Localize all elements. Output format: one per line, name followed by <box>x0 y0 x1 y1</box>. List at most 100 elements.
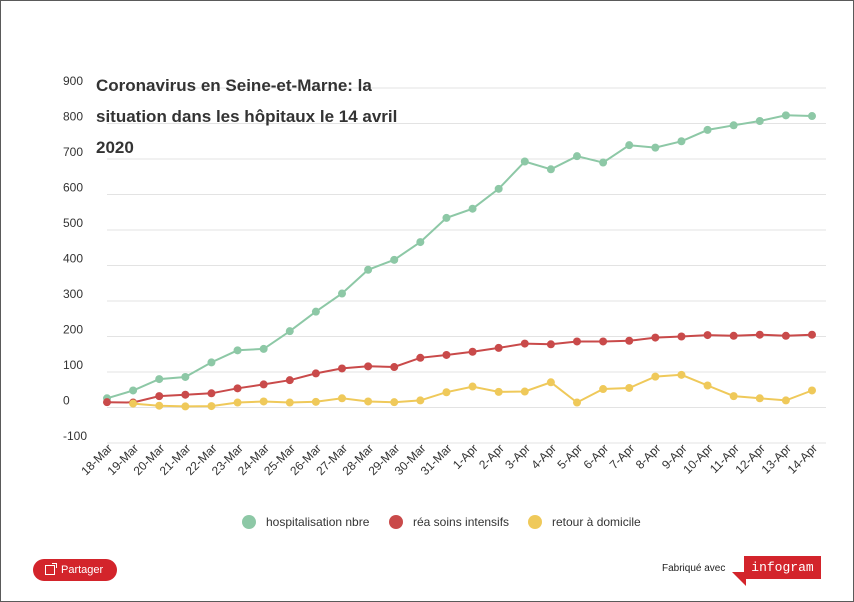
data-point[interactable] <box>651 143 660 152</box>
data-point[interactable] <box>677 137 686 146</box>
data-point[interactable] <box>364 265 373 274</box>
data-point[interactable] <box>155 401 164 410</box>
data-point[interactable] <box>468 382 477 391</box>
data-point[interactable] <box>442 213 451 222</box>
data-point[interactable] <box>703 381 712 390</box>
data-point[interactable] <box>651 333 660 342</box>
data-point[interactable] <box>181 372 190 381</box>
grid-layer: 900 800 700 600 500 400 300 200 100 0 -100 <box>63 74 826 444</box>
data-point[interactable] <box>520 157 529 166</box>
data-point[interactable] <box>311 397 320 406</box>
data-point[interactable] <box>808 386 816 395</box>
series-1 <box>103 111 816 403</box>
data-point[interactable] <box>233 346 242 355</box>
data-point[interactable] <box>651 372 660 381</box>
legend-swatch <box>242 515 256 529</box>
data-point[interactable] <box>546 378 555 387</box>
data-point[interactable] <box>755 330 764 339</box>
data-point[interactable] <box>625 383 634 392</box>
data-point[interactable] <box>416 353 425 362</box>
data-point[interactable] <box>181 402 190 411</box>
legend-item[interactable]: retour à domicile <box>528 515 641 529</box>
x-tick-label: 2-Apr <box>476 441 507 472</box>
data-point[interactable] <box>207 402 216 411</box>
x-tick-label: 1-Apr <box>450 441 481 472</box>
data-point[interactable] <box>416 396 425 405</box>
data-point[interactable] <box>573 398 581 407</box>
data-point[interactable] <box>677 370 686 379</box>
data-point[interactable] <box>207 358 216 367</box>
data-point[interactable] <box>103 398 111 407</box>
data-point[interactable] <box>129 386 138 395</box>
legend-label: retour à domicile <box>552 515 641 529</box>
data-point[interactable] <box>781 331 790 340</box>
data-point[interactable] <box>520 387 529 396</box>
data-point[interactable] <box>625 336 634 345</box>
data-point[interactable] <box>546 340 555 349</box>
data-point[interactable] <box>311 369 320 378</box>
data-point[interactable] <box>390 363 399 372</box>
data-point[interactable] <box>599 158 608 167</box>
data-point[interactable] <box>207 389 216 398</box>
data-point[interactable] <box>625 141 634 150</box>
data-point[interactable] <box>364 362 373 371</box>
data-point[interactable] <box>468 347 477 356</box>
data-point[interactable] <box>155 375 164 384</box>
data-point[interactable] <box>285 376 294 385</box>
series-line <box>106 114 813 400</box>
y-tick-label: 600 <box>63 181 83 195</box>
x-tick-labels: 18-Mar19-Mar20-Mar21-Mar22-Mar23-Mar24-M… <box>78 441 820 478</box>
data-point[interactable] <box>155 392 164 401</box>
data-point[interactable] <box>755 117 764 126</box>
data-point[interactable] <box>181 390 190 399</box>
data-point[interactable] <box>599 385 608 394</box>
data-point[interactable] <box>573 337 581 346</box>
data-point[interactable] <box>808 330 816 339</box>
data-point[interactable] <box>599 337 608 346</box>
data-point[interactable] <box>129 399 138 408</box>
data-point[interactable] <box>703 331 712 340</box>
data-point[interactable] <box>233 398 242 407</box>
data-point[interactable] <box>520 339 529 348</box>
data-point[interactable] <box>285 327 294 336</box>
data-point[interactable] <box>259 397 268 406</box>
data-point[interactable] <box>338 364 346 373</box>
data-point[interactable] <box>285 398 294 407</box>
data-point[interactable] <box>259 380 268 389</box>
data-point[interactable] <box>442 388 451 397</box>
data-point[interactable] <box>233 384 242 393</box>
y-tick-label: 0 <box>63 394 70 408</box>
legend-item[interactable]: hospitalisation nbre <box>242 515 370 529</box>
share-button[interactable]: Partager <box>33 559 118 581</box>
data-point[interactable] <box>468 204 477 213</box>
data-point[interactable] <box>573 152 581 161</box>
legend[interactable]: hospitalisation nbre réa soins intensifs r… <box>242 515 641 529</box>
data-point[interactable] <box>390 398 399 407</box>
data-point[interactable] <box>755 394 764 403</box>
data-point[interactable] <box>729 392 738 401</box>
data-point[interactable] <box>364 397 373 406</box>
data-point[interactable] <box>442 350 451 359</box>
data-point[interactable] <box>338 394 346 403</box>
data-point[interactable] <box>781 111 790 120</box>
share-button-label: Partager <box>61 564 104 576</box>
data-point[interactable] <box>259 344 268 353</box>
data-point[interactable] <box>494 184 503 193</box>
data-point[interactable] <box>729 331 738 340</box>
data-point[interactable] <box>494 343 503 352</box>
legend-label: réa soins intensifs <box>413 515 509 529</box>
data-point[interactable] <box>390 255 399 264</box>
data-point[interactable] <box>781 396 790 405</box>
data-point[interactable] <box>311 307 320 316</box>
data-point[interactable] <box>808 112 816 121</box>
data-point[interactable] <box>416 238 425 247</box>
legend-item[interactable]: réa soins intensifs <box>389 515 509 529</box>
infogram-logo[interactable]: infogram <box>744 556 821 579</box>
data-point[interactable] <box>494 387 503 396</box>
data-point[interactable] <box>677 332 686 341</box>
data-point[interactable] <box>729 121 738 130</box>
data-point[interactable] <box>546 165 555 174</box>
data-point[interactable] <box>338 289 346 298</box>
data-point[interactable] <box>703 125 712 134</box>
